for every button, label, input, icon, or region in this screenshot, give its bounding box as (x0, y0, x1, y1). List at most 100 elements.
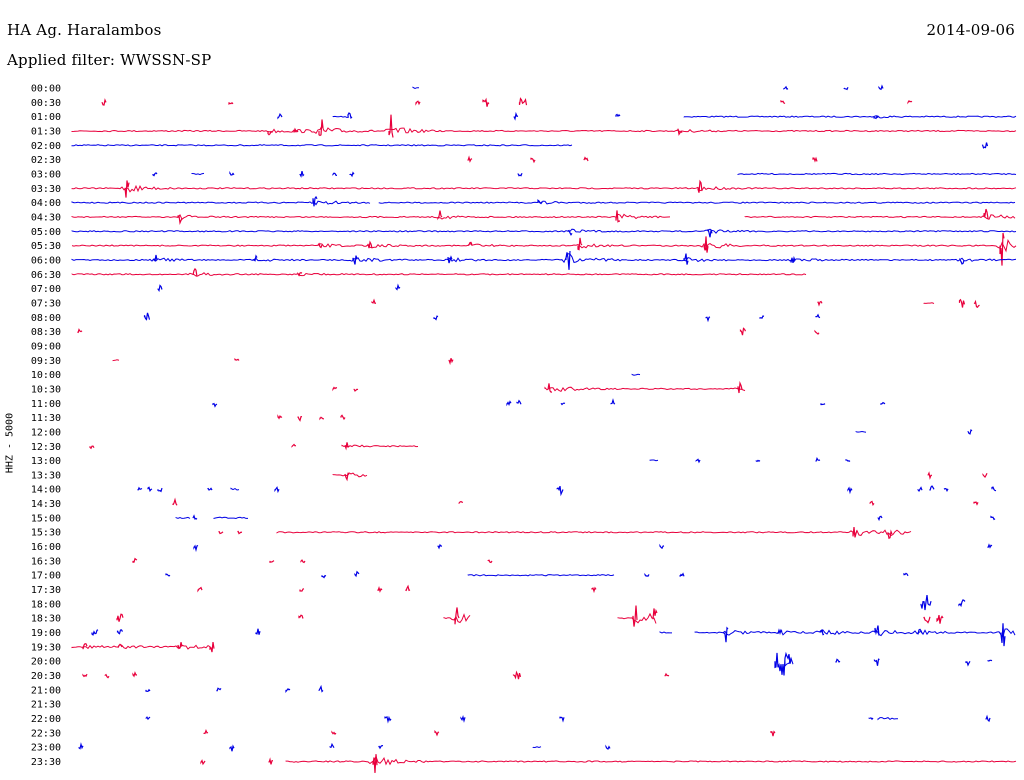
trace-event (927, 471, 932, 480)
trace-row (101, 97, 913, 107)
trace-event (447, 255, 453, 264)
trace-event (218, 530, 224, 535)
trace-event (873, 658, 880, 666)
trace-segment (71, 239, 1017, 253)
trace-segment (694, 628, 1016, 638)
trace-row (82, 670, 670, 680)
trace-event (965, 660, 971, 667)
trace-event (378, 744, 384, 750)
row-time-label: 11:00 (31, 399, 61, 410)
trace-event (415, 100, 421, 106)
row-time-label: 10:30 (31, 384, 61, 395)
trace-row (157, 283, 401, 292)
trace-segment (71, 213, 671, 220)
trace-segment (71, 200, 371, 206)
trace-row (71, 232, 1017, 266)
trace-event (591, 586, 597, 594)
trace-event (679, 572, 685, 577)
row-time-label: 12:00 (31, 427, 61, 438)
trace-event (929, 485, 935, 491)
trace-event (845, 459, 851, 462)
trace-event (104, 673, 110, 679)
trace-event (987, 543, 993, 549)
row-time-labels: 00:00 00:30 01:00 01:30 02:00 02:30 03:00 03:30… (31, 84, 61, 769)
trace-event (467, 241, 473, 247)
trace-row (116, 605, 944, 627)
trace-event (340, 414, 346, 421)
trace-row (71, 250, 1017, 270)
trace-event (814, 329, 820, 335)
trace-event (299, 170, 305, 178)
trace-event (812, 156, 818, 163)
trace-segment (378, 200, 1016, 205)
trace-event (537, 199, 543, 204)
trace-segment (71, 124, 1017, 135)
trace-event (268, 757, 273, 765)
trace-segment (230, 487, 240, 491)
trace-event (1000, 623, 1006, 647)
trace-segment (71, 643, 213, 651)
trace-event (843, 87, 849, 91)
trace-event (319, 416, 324, 421)
trace-event (91, 629, 99, 636)
trace-event (780, 100, 786, 105)
trace-event (458, 500, 464, 504)
trace-row (412, 84, 884, 91)
trace-row (467, 155, 818, 164)
trace-event (437, 543, 443, 550)
trace-event (873, 115, 879, 120)
trace-segment (737, 172, 1017, 176)
trace-segment (112, 359, 120, 362)
trace-row (145, 684, 324, 693)
trace-segment (855, 430, 867, 433)
trace-event (101, 98, 107, 106)
trace-event (815, 313, 821, 319)
trace-event (200, 759, 206, 766)
trace-event (695, 458, 701, 464)
trace-event (556, 485, 564, 497)
trace-event (299, 588, 305, 592)
trace-event (874, 625, 880, 636)
trace-event (615, 210, 621, 223)
trace-row (71, 142, 989, 149)
row-time-label: 06:30 (31, 270, 61, 281)
trace-row (89, 442, 419, 451)
row-time-label: 23:00 (31, 743, 61, 754)
trace-event (157, 284, 163, 292)
row-time-label: 00:00 (31, 84, 61, 95)
trace-event (312, 195, 318, 207)
trace-segment (683, 115, 1017, 119)
trace-row (203, 728, 776, 737)
row-time-label: 00:30 (31, 98, 61, 109)
trace-event (467, 155, 473, 163)
trace-event (512, 670, 522, 680)
trace-event (192, 267, 198, 277)
trace-row (91, 623, 1016, 647)
row-time-label: 06:00 (31, 255, 61, 266)
trace-segment (412, 86, 419, 90)
trace-segment (276, 529, 912, 537)
trace-event (770, 730, 776, 737)
trace-event (530, 157, 536, 164)
trace-event (277, 113, 283, 120)
trace-event (739, 327, 747, 336)
trace-event (868, 717, 874, 721)
row-time-label: 11:30 (31, 413, 61, 424)
trace-event (384, 715, 392, 724)
trace-event (177, 642, 183, 650)
row-time-label: 12:30 (31, 442, 61, 453)
trace-segment (923, 302, 935, 304)
trace-event (982, 472, 988, 478)
row-time-label: 08:30 (31, 327, 61, 338)
trace-event (664, 672, 670, 677)
trace-segment (71, 228, 1017, 234)
trace-event (318, 119, 324, 137)
trace-segment (71, 272, 807, 277)
trace-segment (744, 214, 1016, 220)
date-label: 2014-09-06 (926, 21, 1015, 39)
trace-event (565, 250, 571, 270)
row-time-label: 17:30 (31, 585, 61, 596)
trace-event (815, 456, 821, 462)
trace-event (143, 312, 151, 321)
trace-segment (71, 253, 1017, 264)
